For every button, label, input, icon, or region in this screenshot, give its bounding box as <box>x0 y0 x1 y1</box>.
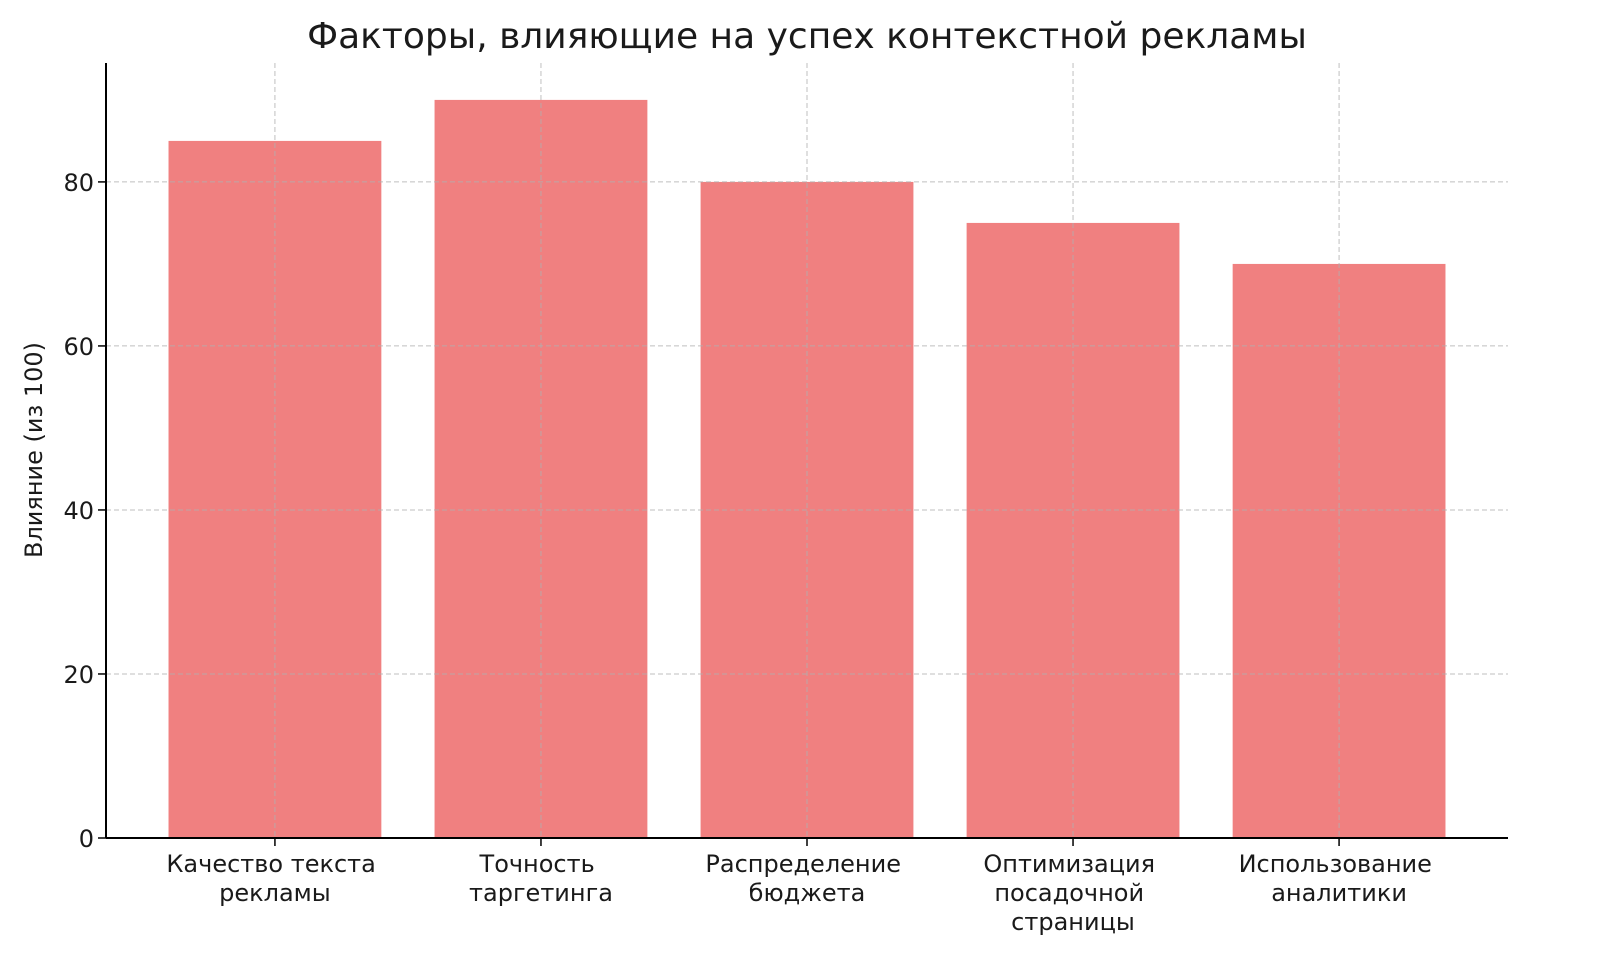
y-tick-label: 80 <box>63 169 94 197</box>
x-tick-label-line: страницы <box>1011 908 1135 936</box>
x-tick-label-line: Распределение <box>705 850 908 878</box>
x-tick-label: Использование аналитики <box>1239 850 1440 907</box>
x-tick-label-line: бюджета <box>749 879 866 907</box>
y-tick-label: 0 <box>79 825 94 853</box>
x-tick-label: Качество текста рекламы <box>166 850 383 907</box>
x-tick-label-line: посадочной <box>994 879 1151 907</box>
y-tick-label: 40 <box>63 497 94 525</box>
y-tick-label: 60 <box>63 333 94 361</box>
y-axis-label: Влияние (из 100) <box>20 342 48 558</box>
x-tick-label-line: таргетинга <box>469 879 613 907</box>
x-tick-label-line: аналитики <box>1271 879 1407 907</box>
x-tick-label: Оптимизация посадочной страницы <box>983 850 1162 936</box>
x-tick-label-line: Оптимизация <box>983 850 1162 878</box>
x-tick-label-line: рекламы <box>219 879 331 907</box>
chart-title: Факторы, влияющие на успех контекстной р… <box>307 16 1307 57</box>
x-tick-label-line: Точность <box>479 850 603 878</box>
y-tick-label: 20 <box>63 661 94 689</box>
x-tick-label-line: Использование <box>1239 850 1440 878</box>
x-tick-label: Распределение бюджета <box>705 850 908 907</box>
x-tick-label: Точность таргетинга <box>469 850 613 907</box>
x-tick-label-line: Качество текста <box>166 850 383 878</box>
